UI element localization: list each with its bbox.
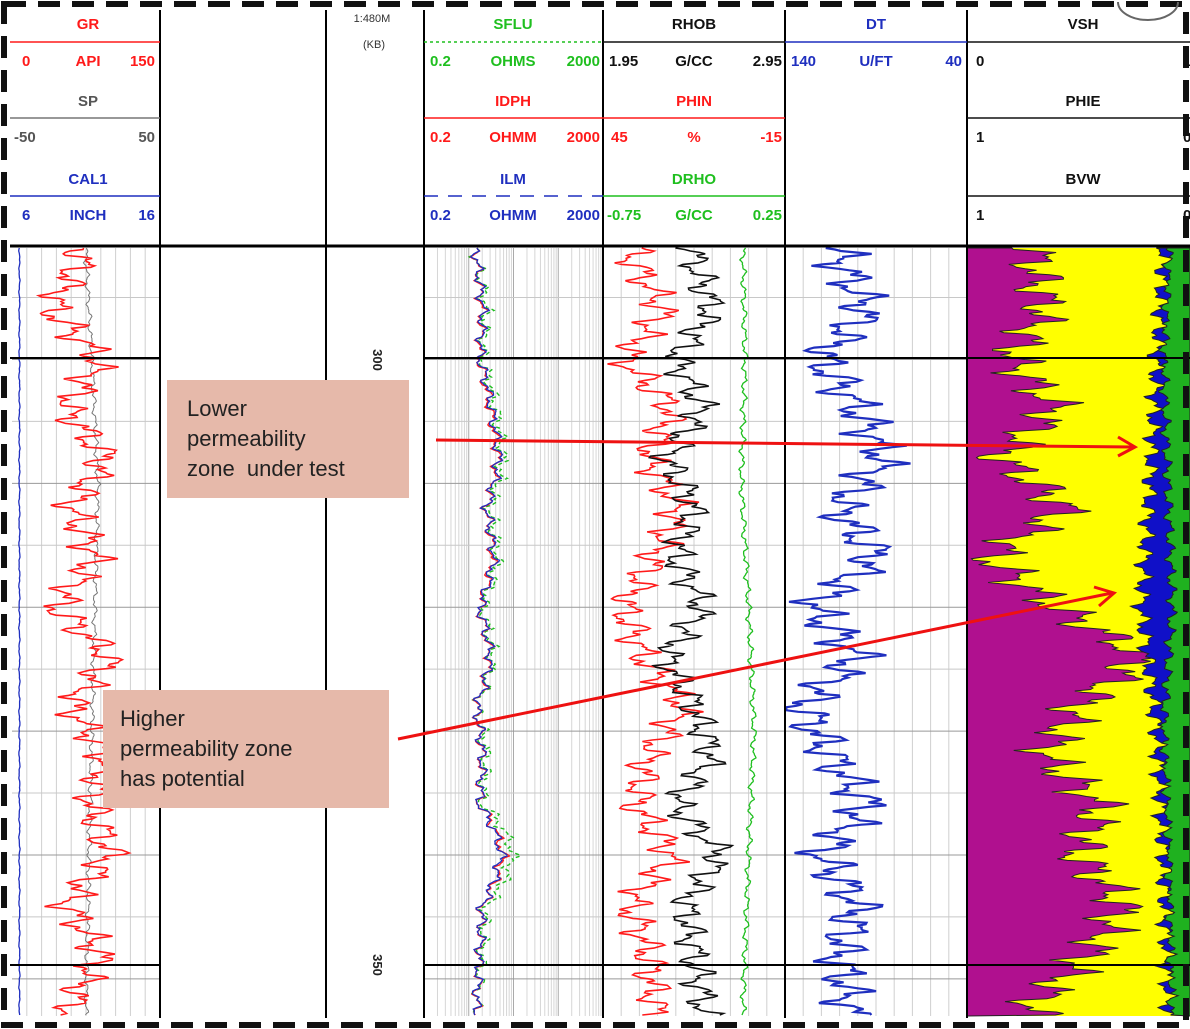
phie-max: 0 xyxy=(1183,129,1190,146)
curve-rhob xyxy=(647,247,735,1016)
track-borders xyxy=(10,10,1190,1018)
drho-name: DRHO xyxy=(672,171,716,188)
phie-name: PHIE xyxy=(1065,93,1100,110)
callout-higher-permeability: Higher permeability zone has potential xyxy=(103,690,389,808)
sflu-name: SFLU xyxy=(493,16,532,33)
curve-drho xyxy=(738,247,757,1016)
rhob-max: 2.95 xyxy=(753,53,782,70)
rhob-unit: G/CC xyxy=(675,53,713,70)
drho-min: -0.75 xyxy=(607,207,641,224)
drho-max: 0.25 xyxy=(753,207,782,224)
callout-high-line2: permeability zone xyxy=(120,736,293,761)
header-track4: RHOB 1.95 G/CC 2.95 PHIN 45 % -15 DRHO -… xyxy=(603,16,785,224)
ilm-name: ILM xyxy=(500,171,526,188)
ilm-unit: OHMM xyxy=(489,207,537,224)
arrow-high-zone-head xyxy=(1093,585,1118,608)
corner-circle-icon xyxy=(1117,1,1179,21)
curves xyxy=(18,246,911,1016)
phin-min: 45 xyxy=(611,129,628,146)
header-depth: 1:480M (KB) xyxy=(354,13,391,51)
bvw-name: BVW xyxy=(1066,171,1102,188)
curve-sflu xyxy=(467,247,523,1016)
sflu-unit: OHMS xyxy=(491,53,536,70)
track6-fills xyxy=(966,247,1190,1017)
sp-max: 50 xyxy=(138,129,155,146)
idph-unit: OHMM xyxy=(489,129,537,146)
cal-unit: INCH xyxy=(70,207,107,224)
bvw-max: 0 xyxy=(1183,207,1190,224)
gr-unit: API xyxy=(75,53,100,70)
gr-max: 150 xyxy=(130,53,155,70)
dt-unit: U/FT xyxy=(859,53,892,70)
dt-name: DT xyxy=(866,16,886,33)
arrow-low-zone xyxy=(435,438,1133,449)
annotation-arrows xyxy=(397,435,1139,741)
idph-max: 2000 xyxy=(567,129,600,146)
cal-name: CAL1 xyxy=(68,171,107,188)
depth-ref: (KB) xyxy=(363,39,385,51)
depth-scale: 1:480M xyxy=(354,13,391,25)
sp-name: SP xyxy=(78,93,98,110)
ilm-max: 2000 xyxy=(567,207,600,224)
sflu-max: 2000 xyxy=(567,53,600,70)
rhob-min: 1.95 xyxy=(609,53,638,70)
vsh-fill xyxy=(966,247,1168,1017)
callout-high-line3: has potential xyxy=(120,766,245,791)
vsh-name: VSH xyxy=(1068,16,1099,33)
header-track1: GR 0 API 150 SP -50 50 CAL1 6 INCH 16 xyxy=(10,16,160,224)
callout-high-line1: Higher xyxy=(120,706,185,731)
cal-max: 16 xyxy=(138,207,155,224)
bvw-fill xyxy=(1156,247,1190,1017)
callout-low-line2: permeability xyxy=(187,426,306,451)
sflu-min: 0.2 xyxy=(430,53,451,70)
dt-max: 40 xyxy=(945,53,962,70)
callout-low-line1: Lower xyxy=(187,396,247,421)
sp-min: -50 xyxy=(14,129,36,146)
header-track6: VSH 0 1 PHIE 1 0 BVW 1 0 xyxy=(967,16,1190,224)
idph-name: IDPH xyxy=(495,93,531,110)
callout-low-line3: zone under test xyxy=(187,456,345,481)
curve-phin xyxy=(607,247,704,1016)
header-track5: DT 140 U/FT 40 xyxy=(785,16,967,70)
dt-min: 140 xyxy=(791,53,816,70)
phie-min: 1 xyxy=(976,129,984,146)
vsh-min: 0 xyxy=(976,53,984,70)
phin-name: PHIN xyxy=(676,93,712,110)
header-track3: SFLU 0.2 OHMS 2000 IDPH 0.2 OHMM 2000 IL… xyxy=(424,16,603,224)
curve-gr xyxy=(35,247,132,1016)
curve-ilm xyxy=(469,247,508,1016)
depth-label-350: 350 xyxy=(370,954,385,976)
rhob-name: RHOB xyxy=(672,16,716,33)
gr-name: GR xyxy=(77,16,100,33)
depth-label-300: 300 xyxy=(370,349,385,371)
idph-min: 0.2 xyxy=(430,129,451,146)
phin-unit: % xyxy=(687,129,700,146)
curve-cal1 xyxy=(18,247,21,1016)
gr-min: 0 xyxy=(22,53,30,70)
arrow-high-zone xyxy=(397,591,1113,741)
drho-unit: G/CC xyxy=(675,207,713,224)
phin-max: -15 xyxy=(760,129,782,146)
curve-dt xyxy=(784,246,911,1016)
cal-min: 6 xyxy=(22,207,30,224)
ilm-min: 0.2 xyxy=(430,207,451,224)
curve-sp xyxy=(82,247,102,1016)
arrow-low-zone-head xyxy=(1117,435,1139,458)
bvw-min: 1 xyxy=(976,207,984,224)
callout-lower-permeability: Lower permeability zone under test xyxy=(167,380,409,498)
